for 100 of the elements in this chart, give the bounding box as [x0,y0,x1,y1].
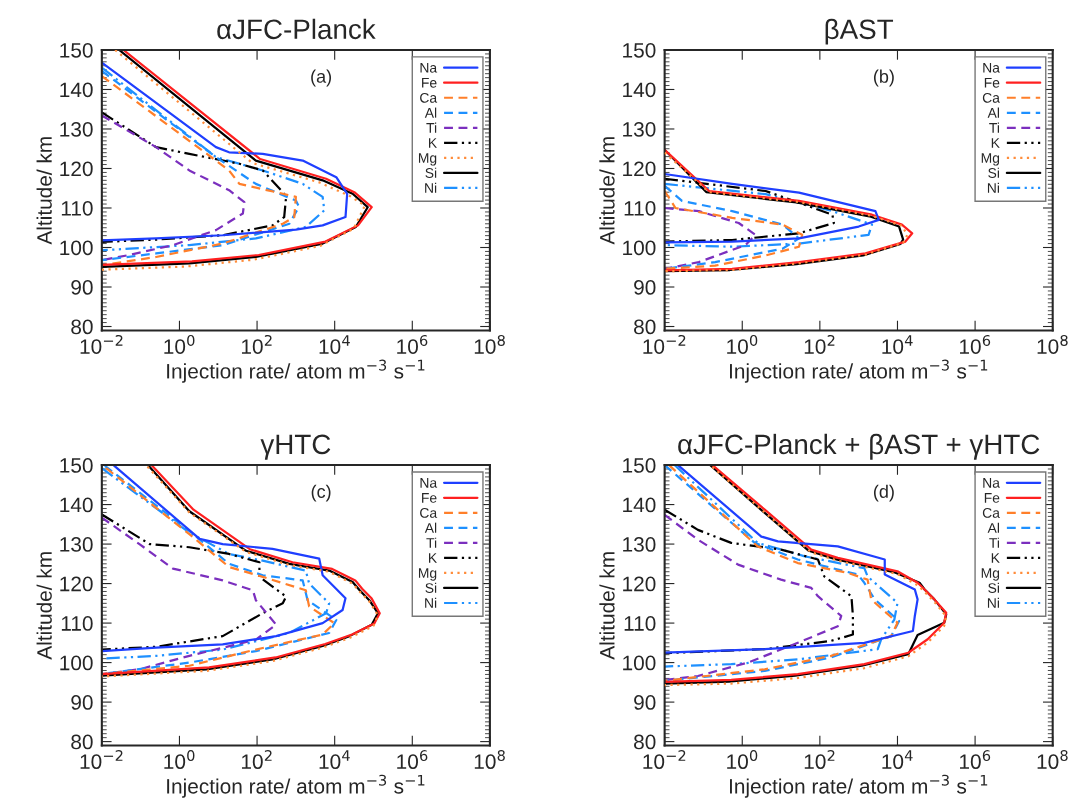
legend-label: Fe [984,493,1000,503]
legend-label: Mg [418,153,437,166]
x-tick-label: 10$^{6}$ [960,750,991,770]
x-axis-title: Injection rate/ atom m$^{−3}$ s$^{−1}$ [729,774,988,798]
y-tick-label: 80 [634,734,656,750]
y-tick-label: 100 [60,240,93,256]
y-tick-label: 130 [60,537,93,552]
annotation: (c) [311,484,331,502]
legend-label: Ca [982,92,1000,103]
y-tick-label: 120 [60,576,93,592]
chart-title: αJFC-Planck [217,18,376,40]
x-tick-label: 10$^{6}$ [397,334,428,354]
y-axis-title: Altitude/ km [599,552,615,660]
legend-label: K [429,553,437,563]
legend-label: Ca [982,507,1000,518]
legend-label: Mg [981,568,1000,581]
y-tick-label: 140 [60,82,93,98]
x-tick-label: 10$^{0}$ [164,334,195,354]
legend-label: Ni [987,597,999,608]
legend-label: Ni [425,182,437,193]
legend-label: Si [988,167,999,178]
x-tick-label: 10$^{−2}$ [643,334,686,354]
y-tick-label: 110 [61,616,93,631]
y-tick-label: 140 [623,497,656,513]
legend-label: Ti [989,122,999,133]
annotation: (a) [311,69,332,87]
y-tick-label: 110 [61,200,93,216]
y-tick-label: 130 [60,121,93,137]
legend-label: Na [420,478,438,488]
x-tick-label: 10$^{2}$ [804,334,835,354]
y-tick-label: 150 [623,458,656,473]
x-axis-title: Injection rate/ atom m$^{−3}$ s$^{−1}$ [167,359,425,383]
y-tick-label: 120 [623,161,656,177]
x-tick-label: 10$^{2}$ [241,750,272,770]
x-tick-label: 10$^{4}$ [882,750,913,770]
y-tick-label: 100 [60,655,93,671]
chart-title: γHTC [260,434,331,460]
y-tick-label: 120 [60,161,93,177]
y-axis-title: Altitude/ km [36,552,52,660]
x-tick-label: 10$^{8}$ [474,334,505,354]
x-axis-title: Injection rate/ atom m$^{−3}$ s$^{−1}$ [167,774,425,798]
x-tick-label: 10$^{−2}$ [643,750,686,770]
y-tick-label: 150 [60,42,93,58]
x-tick-label: 10$^{2}$ [241,334,272,354]
x-tick-label: 10$^{6}$ [960,334,991,354]
legend-label: Na [420,62,438,73]
legend-label: Al [424,107,437,118]
legend-label: Na [983,62,1000,73]
legend-label: K [991,553,1000,563]
x-tick-label: 10$^{0}$ [727,750,758,770]
y-tick-label: 90 [634,695,656,710]
legend-label: Mg [418,568,437,581]
y-tick-label: 120 [623,576,656,592]
y-tick-label: 80 [71,734,93,750]
legend-label: K [429,138,437,148]
annotation: (b) [873,69,894,87]
legend-label: Al [424,522,437,533]
legend-label: Al [987,522,999,533]
y-tick-label: 100 [623,240,656,256]
chart-title: αJFC-Planck + βAST + γHTC [678,433,1040,460]
y-tick-label: 150 [623,42,656,58]
legend-label: Ca [420,507,438,518]
x-tick-label: 10$^{8}$ [1037,334,1068,354]
legend-label: Si [425,167,437,178]
legend-label: Ni [987,182,999,193]
legend-label: Si [988,582,999,593]
y-axis-title: Altitude/ km [36,137,52,245]
legend-label: Fe [422,493,437,503]
y-tick-label: 150 [60,458,93,473]
y-tick-label: 90 [634,280,656,295]
legend-label: Ti [426,122,437,133]
x-tick-label: 10$^{0}$ [727,334,758,354]
y-axis-title: Altitude/ km [599,137,615,245]
legend-label: Fe [984,78,1000,88]
x-tick-label: 10$^{0}$ [164,750,195,770]
y-tick-label: 80 [634,319,656,335]
x-tick-label: 10$^{8}$ [474,750,505,770]
legend-label: Ni [425,597,437,608]
legend-label: Fe [422,78,437,88]
legend-label: Na [983,478,1000,488]
x-tick-label: 10$^{4}$ [319,335,350,354]
annotation: (d) [873,484,894,502]
x-tick-label: 10$^{4}$ [319,750,350,770]
legend-label: Ca [420,92,438,103]
y-tick-label: 80 [71,319,93,335]
x-tick-label: 10$^{8}$ [1037,750,1068,770]
y-tick-label: 90 [71,695,93,710]
y-tick-label: 140 [623,82,656,98]
legend-label: Ti [426,537,437,548]
y-tick-label: 90 [71,280,93,295]
legend-label: Si [425,582,437,593]
x-tick-label: 10$^{2}$ [804,750,835,770]
chart-title: βAST [825,18,894,45]
legend-label: Mg [981,153,1000,166]
legend-label: Ti [989,537,999,548]
legend-label: Al [987,107,999,118]
y-tick-label: 140 [60,497,93,513]
y-tick-label: 130 [623,121,656,137]
y-tick-label: 110 [624,200,656,216]
x-tick-label: 10$^{−2}$ [80,750,123,770]
